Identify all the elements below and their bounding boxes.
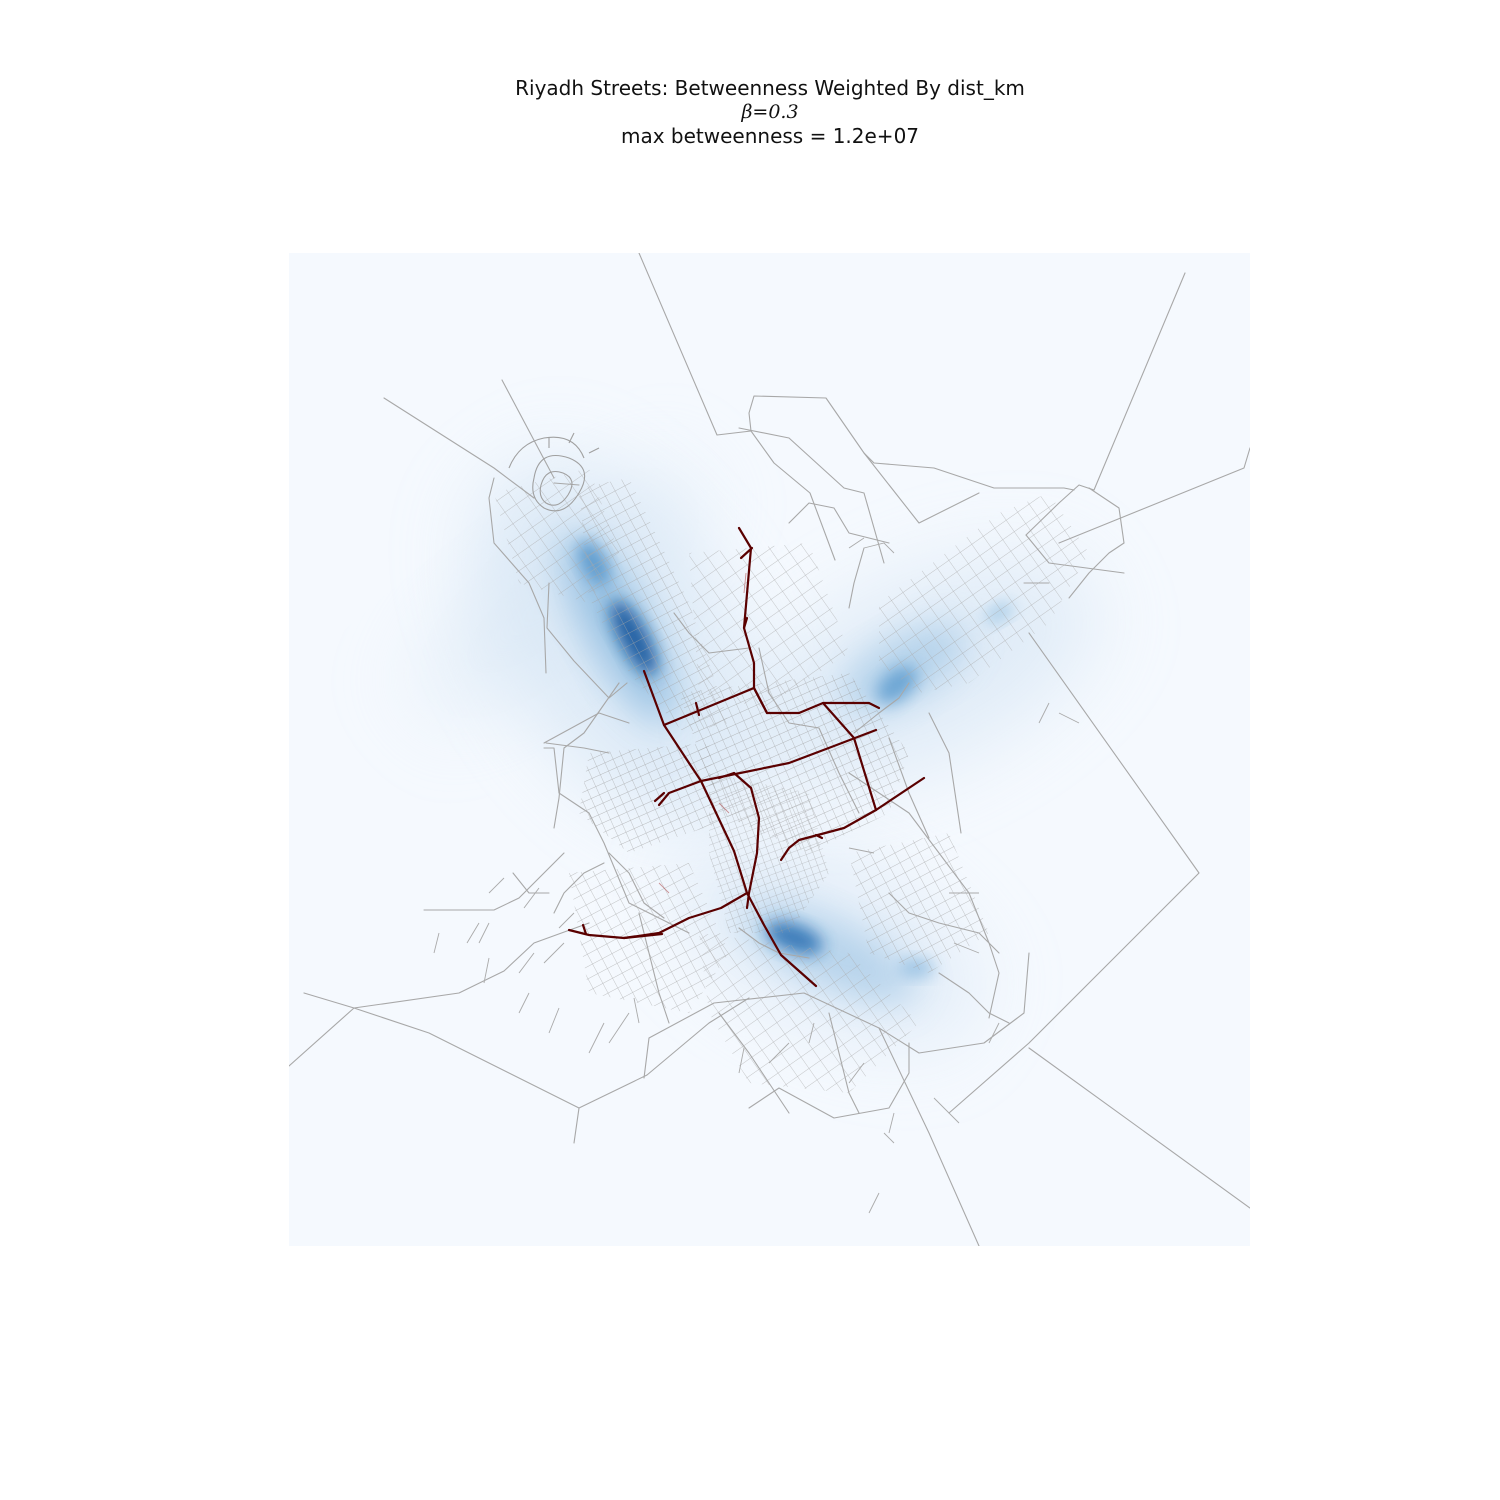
side-streets [433, 537, 1080, 1214]
beta-label: β=0.3 [741, 101, 799, 123]
street-network-map [289, 253, 1250, 1246]
nw-ring-roads [508, 432, 600, 512]
street-grid-layer [494, 468, 1089, 1093]
minor-red-highlights [658, 572, 747, 894]
max-betweenness-label: max betweenness = 1.2e+07 [620, 124, 920, 148]
high-betweenness-roads [567, 526, 926, 988]
map-panel [289, 253, 1250, 1246]
figure-title: Riyadh Streets: Betweenness Weighted By … [515, 76, 1025, 100]
figure-title-block: Riyadh Streets: Betweenness Weighted By … [0, 76, 1500, 148]
